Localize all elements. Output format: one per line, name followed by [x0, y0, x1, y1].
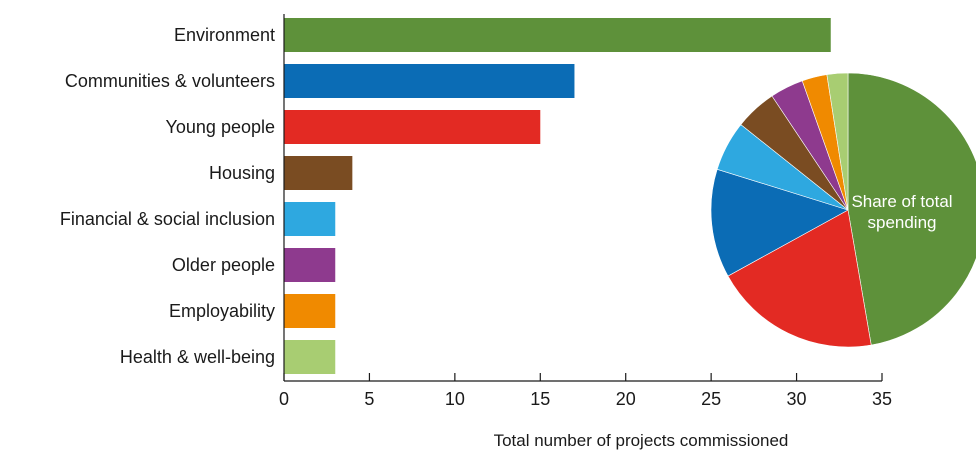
pie-slice-health-and-well-being [826, 72, 849, 211]
bar-environment [284, 18, 831, 52]
bar-health-and-well-being [284, 340, 336, 374]
category-label: Housing [209, 163, 275, 183]
x-tick-label: 30 [787, 389, 807, 409]
x-tick-label: 5 [364, 389, 374, 409]
bar-communities-and-volunteers [284, 64, 575, 98]
category-label: Health & well-being [120, 347, 275, 367]
bar-older-people [284, 248, 336, 282]
x-tick-label: 35 [872, 389, 892, 409]
category-label: Young people [166, 117, 275, 137]
pie-slice-environment [847, 72, 976, 346]
category-label: Financial & social inclusion [60, 209, 275, 229]
bars-layer [284, 18, 831, 374]
axes [283, 14, 882, 382]
pie-chart: Share of total spending [710, 72, 976, 348]
pie-label-line: Share of total [851, 192, 952, 211]
category-label: Environment [174, 25, 275, 45]
x-tick-label: 15 [530, 389, 550, 409]
pie-slice-communities-and-volunteers [710, 168, 849, 277]
pie-slice-young-people [727, 209, 872, 348]
category-labels: Environment Communities & volunteers Young… [60, 25, 275, 367]
x-tick-label: 10 [445, 389, 465, 409]
bar-young-people [284, 110, 541, 144]
bar-employability [284, 294, 336, 328]
category-label: Employability [169, 301, 275, 321]
category-label: Older people [172, 255, 275, 275]
bar-housing [284, 156, 353, 190]
pie-label-line: spending [867, 213, 936, 232]
x-tick-label: 25 [701, 389, 721, 409]
x-axis-title: Total number of projects commissioned [494, 431, 789, 450]
x-tick-label: 0 [279, 389, 289, 409]
bar-financial-and-social-inclusion [284, 202, 336, 236]
category-label: Communities & volunteers [65, 71, 275, 91]
pie-label: Share of total spending [851, 192, 952, 232]
x-tick-label: 20 [616, 389, 636, 409]
x-axis-ticks: 0 5 10 15 20 25 30 35 [279, 373, 892, 409]
